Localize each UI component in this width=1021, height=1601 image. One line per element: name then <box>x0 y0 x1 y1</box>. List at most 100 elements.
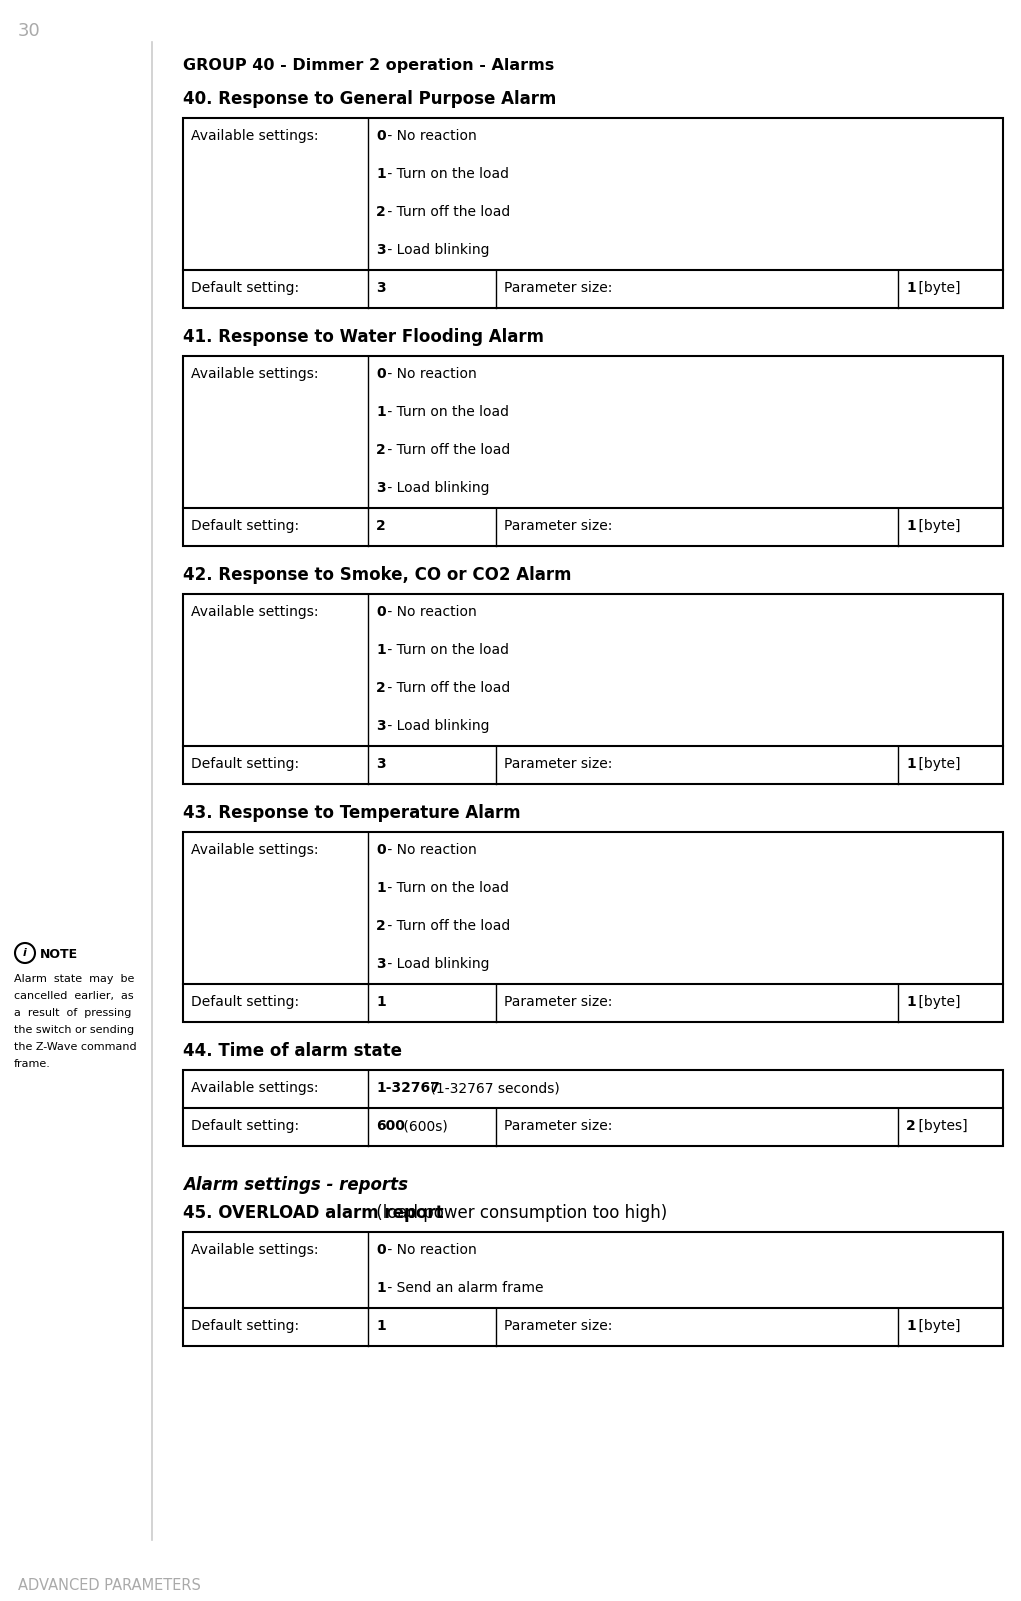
Text: 1: 1 <box>376 1319 386 1334</box>
Text: 2: 2 <box>376 205 386 219</box>
Text: - Load blinking: - Load blinking <box>383 243 490 258</box>
Text: 1: 1 <box>376 994 386 1009</box>
Text: - Turn on the load: - Turn on the load <box>383 644 509 656</box>
Text: 3: 3 <box>376 282 386 295</box>
Text: - Turn off the load: - Turn off the load <box>383 205 510 219</box>
Text: - Turn off the load: - Turn off the load <box>383 443 510 456</box>
Text: 43. Response to Temperature Alarm: 43. Response to Temperature Alarm <box>183 804 521 821</box>
Text: - No reaction: - No reaction <box>383 844 477 857</box>
Text: Default setting:: Default setting: <box>191 1319 299 1334</box>
Text: 2: 2 <box>906 1119 916 1134</box>
Bar <box>183 1069 1003 1146</box>
Text: 2: 2 <box>376 919 386 933</box>
Text: - No reaction: - No reaction <box>383 367 477 381</box>
Text: GROUP 40 - Dimmer 2 operation - Alarms: GROUP 40 - Dimmer 2 operation - Alarms <box>183 58 554 74</box>
Text: [bytes]: [bytes] <box>914 1119 968 1134</box>
Text: 3: 3 <box>376 719 386 733</box>
Text: the switch or sending: the switch or sending <box>14 1025 134 1034</box>
Text: - Turn on the load: - Turn on the load <box>383 405 509 419</box>
Text: - No reaction: - No reaction <box>383 130 477 142</box>
Text: 1: 1 <box>376 167 386 181</box>
Text: NOTE: NOTE <box>40 948 79 961</box>
Text: 45. OVERLOAD alarm report: 45. OVERLOAD alarm report <box>183 1204 444 1222</box>
Text: - Load blinking: - Load blinking <box>383 719 490 733</box>
Text: (600s): (600s) <box>399 1119 448 1134</box>
Text: 1: 1 <box>906 282 916 295</box>
Text: - Load blinking: - Load blinking <box>383 957 490 970</box>
Text: Default setting:: Default setting: <box>191 282 299 295</box>
Text: 1: 1 <box>376 405 386 419</box>
Text: 1: 1 <box>906 519 916 533</box>
Text: 0: 0 <box>376 844 386 857</box>
Text: - Turn off the load: - Turn off the load <box>383 919 510 933</box>
Text: Available settings:: Available settings: <box>191 844 319 857</box>
Text: 44. Time of alarm state: 44. Time of alarm state <box>183 1042 402 1060</box>
Text: 1: 1 <box>376 644 386 656</box>
Text: ADVANCED PARAMETERS: ADVANCED PARAMETERS <box>18 1579 201 1593</box>
Text: [byte]: [byte] <box>914 757 961 772</box>
Text: Alarm settings - reports: Alarm settings - reports <box>183 1177 408 1194</box>
Bar <box>183 1233 1003 1346</box>
Text: frame.: frame. <box>14 1058 51 1069</box>
Text: 1: 1 <box>906 1319 916 1334</box>
Text: Available settings:: Available settings: <box>191 130 319 142</box>
Text: - No reaction: - No reaction <box>383 605 477 620</box>
Text: [byte]: [byte] <box>914 519 961 533</box>
Bar <box>183 594 1003 784</box>
Text: Default setting:: Default setting: <box>191 994 299 1009</box>
Text: 0: 0 <box>376 367 386 381</box>
Text: 2: 2 <box>376 680 386 695</box>
Text: 0: 0 <box>376 130 386 142</box>
Text: 1: 1 <box>376 881 386 895</box>
Text: [byte]: [byte] <box>914 282 961 295</box>
Text: Available settings:: Available settings: <box>191 605 319 620</box>
Text: 3: 3 <box>376 243 386 258</box>
Text: 3: 3 <box>376 757 386 772</box>
Text: Available settings:: Available settings: <box>191 367 319 381</box>
Text: - No reaction: - No reaction <box>383 1242 477 1257</box>
Text: Parameter size:: Parameter size: <box>504 1319 613 1334</box>
Text: 41. Response to Water Flooding Alarm: 41. Response to Water Flooding Alarm <box>183 328 544 346</box>
Text: [byte]: [byte] <box>914 994 961 1009</box>
Text: a  result  of  pressing: a result of pressing <box>14 1009 132 1018</box>
Text: (1-32767 seconds): (1-32767 seconds) <box>427 1081 561 1095</box>
Text: 2: 2 <box>376 519 386 533</box>
Text: 1: 1 <box>376 1281 386 1295</box>
Bar <box>183 833 1003 1021</box>
Text: 40. Response to General Purpose Alarm: 40. Response to General Purpose Alarm <box>183 90 556 107</box>
Text: Parameter size:: Parameter size: <box>504 1119 613 1134</box>
Text: 600: 600 <box>376 1119 405 1134</box>
Text: Parameter size:: Parameter size: <box>504 519 613 533</box>
Text: - Turn off the load: - Turn off the load <box>383 680 510 695</box>
Text: 0: 0 <box>376 1242 386 1257</box>
Text: 0: 0 <box>376 605 386 620</box>
Text: Parameter size:: Parameter size: <box>504 757 613 772</box>
Text: 1: 1 <box>906 757 916 772</box>
Text: 1: 1 <box>906 994 916 1009</box>
Text: the Z-Wave command: the Z-Wave command <box>14 1042 137 1052</box>
Text: Default setting:: Default setting: <box>191 757 299 772</box>
Text: Parameter size:: Parameter size: <box>504 994 613 1009</box>
Bar <box>183 118 1003 307</box>
Text: cancelled  earlier,  as: cancelled earlier, as <box>14 991 134 1001</box>
Text: - Turn on the load: - Turn on the load <box>383 167 509 181</box>
Text: Default setting:: Default setting: <box>191 1119 299 1134</box>
Text: i: i <box>23 948 27 957</box>
Text: 30: 30 <box>18 22 41 40</box>
Text: Parameter size:: Parameter size: <box>504 282 613 295</box>
Text: (load power consumption too high): (load power consumption too high) <box>371 1204 667 1222</box>
Text: - Turn on the load: - Turn on the load <box>383 881 509 895</box>
Bar <box>183 355 1003 546</box>
Text: 42. Response to Smoke, CO or CO2 Alarm: 42. Response to Smoke, CO or CO2 Alarm <box>183 567 572 584</box>
Text: - Send an alarm frame: - Send an alarm frame <box>383 1281 544 1295</box>
Text: 1-32767: 1-32767 <box>376 1081 440 1095</box>
Text: 3: 3 <box>376 957 386 970</box>
Text: Available settings:: Available settings: <box>191 1081 319 1095</box>
Text: Default setting:: Default setting: <box>191 519 299 533</box>
Text: [byte]: [byte] <box>914 1319 961 1334</box>
Text: Alarm  state  may  be: Alarm state may be <box>14 973 135 985</box>
Text: - Load blinking: - Load blinking <box>383 480 490 495</box>
Text: 2: 2 <box>376 443 386 456</box>
Text: 3: 3 <box>376 480 386 495</box>
Text: Available settings:: Available settings: <box>191 1242 319 1257</box>
